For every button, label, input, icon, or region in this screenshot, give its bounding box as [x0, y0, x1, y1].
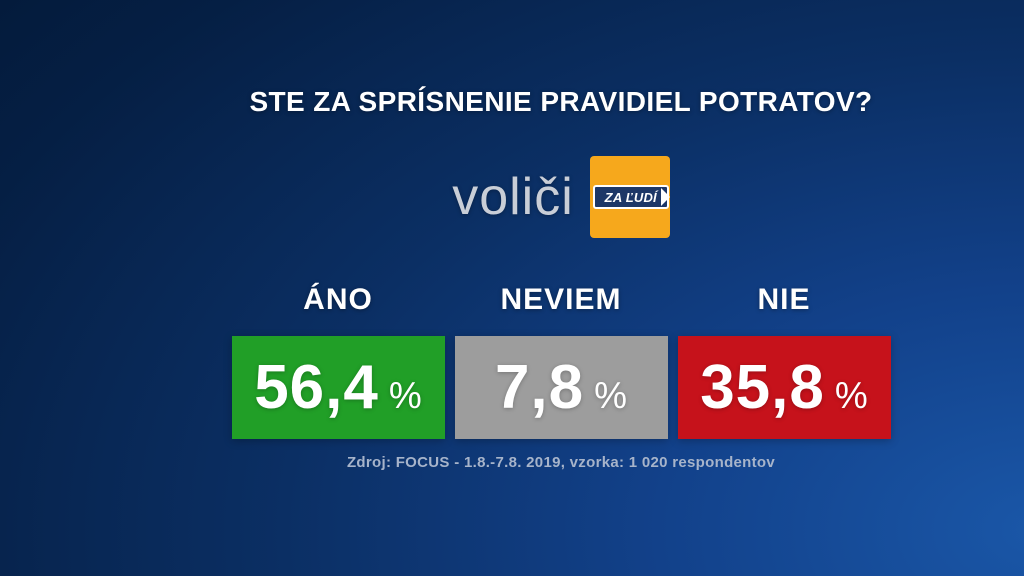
content-column: STE ZA SPRÍSNENIE PRAVIDIEL POTRATOV? vo… [231, 0, 891, 576]
result-value-box: 7,8 % [454, 336, 668, 439]
result-value: 56,4 [254, 352, 379, 422]
arrow-right-icon [660, 188, 670, 206]
result-unit: % [834, 374, 868, 416]
result-label: NEVIEM [500, 283, 622, 316]
result-value-box: 56,4 % [231, 336, 445, 439]
results-row: ÁNO 56,4 % NEVIEM 7,8 % NI [231, 282, 891, 439]
result-label: ÁNO [303, 283, 373, 316]
result-unit: % [388, 374, 422, 416]
result-nie: NIE 35,8 % [677, 282, 891, 439]
source-note: Zdroj: FOCUS - 1.8.-7.8. 2019, vzorka: 1… [346, 454, 776, 471]
result-value: 35,8 [700, 352, 825, 422]
result-value-wrap: 56,4 % [254, 352, 422, 422]
result-unit: % [594, 374, 628, 416]
result-label: NIE [757, 283, 811, 316]
brand-row: voliči ZA ĽUDÍ [231, 156, 891, 238]
result-value: 7,8 [494, 352, 585, 422]
audience-label: voliči [452, 168, 574, 226]
result-neviem: NEVIEM 7,8 % [454, 282, 668, 439]
result-value-box: 35,8 % [677, 336, 891, 439]
result-value-wrap: 35,8 % [700, 352, 868, 422]
za-ludi-logo: ZA ĽUDÍ [589, 156, 670, 238]
result-value-wrap: 7,8 % [494, 352, 628, 422]
za-ludi-logo-text: ZA ĽUDÍ [604, 189, 657, 205]
result-ano: ÁNO 56,4 % [231, 282, 445, 439]
za-ludi-logo-band: ZA ĽUDÍ [592, 185, 670, 209]
page-title: STE ZA SPRÍSNENIE PRAVIDIEL POTRATOV? [249, 86, 873, 117]
